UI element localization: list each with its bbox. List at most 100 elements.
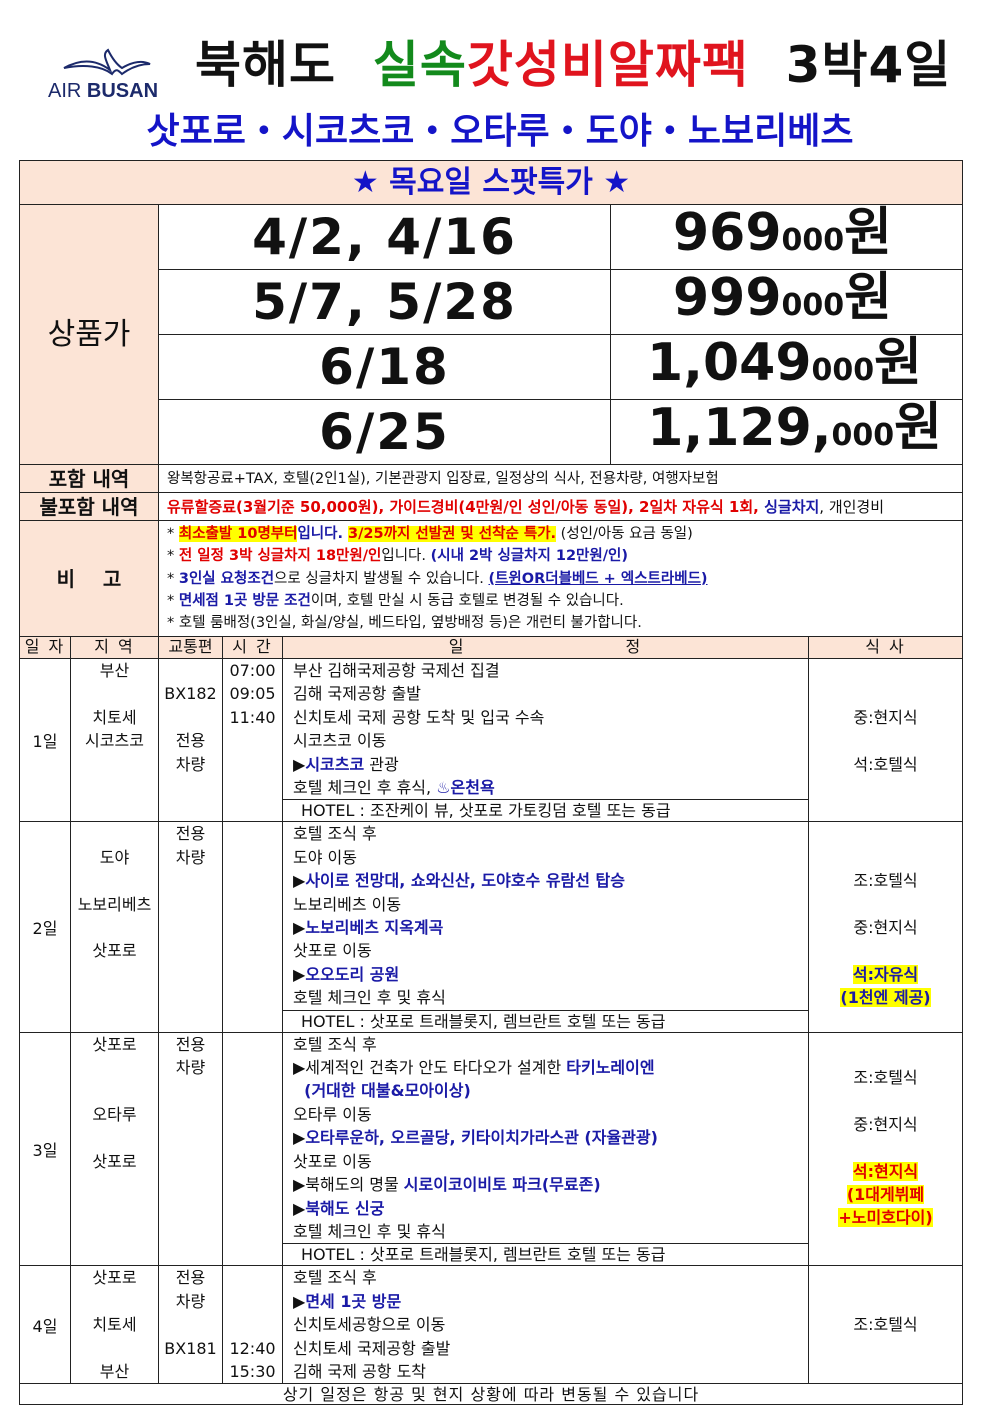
text-segment: 중:현지식 <box>853 1114 918 1134</box>
region: 도야 <box>99 847 130 867</box>
remarks-list: * 최소출발 10명부터입니다. 3/25까지 선발권 및 선착순 특가. (성… <box>158 519 963 638</box>
remark-line: * 호텔 룸배정(3인실, 화실/양실, 베드타입, 옆방배정 등)은 개런티 … <box>167 612 954 634</box>
region: 삿포로 <box>92 1268 137 1288</box>
transport-cell: 전용 차량 BX181 <box>158 1265 223 1385</box>
text-segment: ▶ <box>293 964 306 984</box>
meal-line: 조:호텔식 <box>809 1066 962 1089</box>
transport-cell: 전용 차량 <box>158 821 223 1033</box>
region <box>71 916 158 939</box>
text-segment: 중:현지식 <box>853 707 918 727</box>
text-segment: (1천엔 제공) <box>840 988 931 1008</box>
day-row: 1일 부산 치토세 시코츠코 BX182 전용 차량 07:00 09:05 11:40 부산 김해… <box>19 657 963 823</box>
price-unit: 원 <box>844 268 892 328</box>
day-label: 2일 <box>19 821 71 1033</box>
meal-line <box>809 939 962 962</box>
itinerary-line: 신치토세공항으로 이동 <box>283 1313 808 1336</box>
region <box>71 1056 158 1079</box>
text-segment: 석:자유식 <box>852 964 919 984</box>
day-row: 3일 삿포로 오타루 삿포로 전용 차량 호텔 조식 후 ▶세계적인 건축가 안도 타다오가 … <box>19 1031 963 1267</box>
time <box>223 1313 282 1336</box>
text-segment: 신치토세 국제 공항 도착 및 입국 수속 <box>293 707 545 727</box>
itinerary-line: 호텔 조식 후 <box>283 822 808 845</box>
meal-line: +노미호다이) <box>809 1206 962 1229</box>
time: 15:30 <box>229 1361 276 1381</box>
region: 치토세 <box>92 1315 137 1335</box>
text-segment: 호텔 체크인 후 및 휴식 <box>293 1221 446 1241</box>
text-segment: (시내 2박 싱글차지 12만원/인) <box>430 548 628 565</box>
text-segment: 김해 국제 공항 도착 <box>293 1361 427 1381</box>
remarks-label: 비 고 <box>19 519 159 638</box>
itinerary-line: 노보리베츠 이동 <box>283 893 808 916</box>
text-segment: ▶ <box>293 918 306 938</box>
itinerary-line: ▶북해도 신궁 <box>283 1197 808 1220</box>
region: 삿포로 <box>92 1151 137 1171</box>
text-segment: 관광 <box>364 754 399 774</box>
title-green: 실속 <box>372 36 467 94</box>
text-segment: 신치토세공항으로 이동 <box>293 1315 446 1335</box>
transport <box>159 706 222 729</box>
time-cell: 12:40 15:30 <box>222 1265 283 1385</box>
region: 노보리베츠 <box>77 894 152 914</box>
region: 삿포로 <box>92 1034 137 1054</box>
price-unit: 원 <box>844 203 892 263</box>
title-duration: 3박4일 <box>785 36 952 94</box>
itinerary-line: 호텔 조식 후 <box>283 1266 808 1289</box>
remark-line: * 전 일정 3박 싱글차지 18만원/인입니다. (시내 2박 싱글차지 12… <box>167 545 954 567</box>
star-icon: ★ <box>351 164 379 200</box>
text-segment: ▶ <box>293 1198 306 1218</box>
transport: BX181 <box>164 1338 217 1358</box>
text-segment: 조:호텔식 <box>853 871 918 891</box>
price-label: 상품가 <box>19 204 159 465</box>
excluded-text: 유류할증료(3월기준 50,000원), 가이드경비(4만원/인 성인/아동 동… <box>158 492 963 521</box>
transport <box>159 1313 222 1336</box>
transport: 차량 <box>175 754 206 774</box>
text-segment: 싱글차지 <box>764 497 820 516</box>
region <box>71 1290 158 1313</box>
text-segment: (성인/아동 요금 동일) <box>556 526 693 542</box>
meal-line: (1천엔 제공) <box>809 986 962 1009</box>
itinerary-line: 삿포로 이동 <box>283 939 808 962</box>
remark-line: * 최소출발 10명부터입니다. 3/25까지 선발권 및 선착순 특가. (성… <box>167 523 954 545</box>
region <box>71 682 158 705</box>
itinerary-line: 호텔 체크인 후 및 휴식 <box>283 1220 808 1243</box>
text-segment: 삿포로 이동 <box>293 941 372 961</box>
text-segment: 입니다. <box>297 526 349 542</box>
text-segment: 사이로 전망대, 쇼와신산, 도야호수 유람선 탑승 <box>305 871 626 891</box>
time-cell <box>222 821 283 1033</box>
text-segment: * <box>167 548 179 565</box>
banner-text: 목요일 스팟특가 <box>389 164 593 200</box>
included-text: 왕복항공료+TAX, 호텔(2인1실), 기본관광지 입장료, 일정상의 식사,… <box>158 464 963 493</box>
price-unit: 원 <box>874 333 922 393</box>
transport-cell: BX182 전용 차량 <box>158 657 223 823</box>
meal-line <box>809 1266 962 1289</box>
transport: 차량 <box>175 1291 206 1311</box>
meal-line: 조:호텔식 <box>809 869 962 892</box>
itinerary-line: ▶오오도리 공원 <box>283 963 808 986</box>
time: 09:05 <box>229 684 276 704</box>
text-segment: 시로이코이비토 파크(무료존) <box>403 1175 601 1195</box>
text-segment: 조:호텔식 <box>853 1315 918 1335</box>
content-wrapper: ★ 목요일 스팟특가 ★ 상품가 4/2, 4/16 969000원 5/7, … <box>19 160 963 1406</box>
text-segment: ▶ <box>293 1128 306 1148</box>
departure-dates: 6/18 <box>158 334 611 400</box>
text-segment: 시코츠코 이동 <box>293 731 387 751</box>
meal-line: 석:현지식 <box>809 1160 962 1183</box>
time: 07:00 <box>229 660 276 680</box>
itinerary-line: 김해 국제공항 출발 <box>283 682 808 705</box>
text-segment: 신치토세 국제공항 출발 <box>293 1338 451 1358</box>
title-region: 북해도 <box>195 36 336 94</box>
price-main: 1,129, <box>647 398 832 458</box>
meal-cell: 조:호텔식 중:현지식 석:현지식 (1대게뷔페 +노미호다이) <box>808 1031 963 1267</box>
itinerary-line: 호텔 체크인 후 휴식, ♨온천욕 <box>283 776 808 799</box>
col-time: 시 간 <box>222 635 283 659</box>
text-segment: * <box>167 592 179 609</box>
text-segment: 삿포로 이동 <box>293 1151 372 1171</box>
price-unit: 원 <box>894 398 942 458</box>
itinerary-line: ▶노보리베츠 지옥계곡 <box>283 916 808 939</box>
meal-line <box>809 822 962 845</box>
transport: 차량 <box>175 847 206 867</box>
text-segment: 호텔 조식 후 <box>293 824 377 844</box>
bird-logo-icon <box>63 48 151 76</box>
text-segment: 노보리베츠 지옥계곡 <box>305 918 444 938</box>
